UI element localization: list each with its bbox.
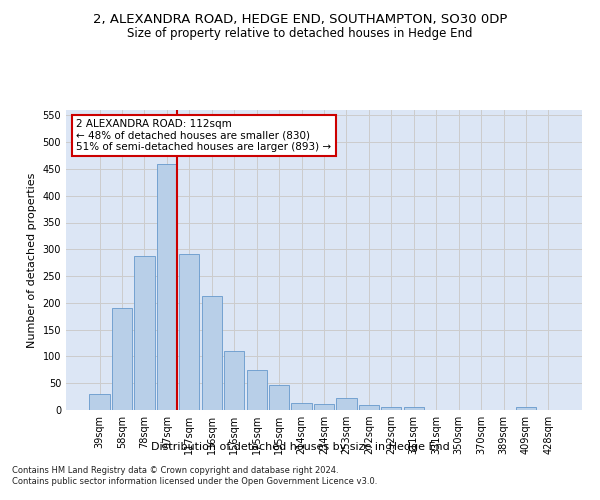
Text: 2, ALEXANDRA ROAD, HEDGE END, SOUTHAMPTON, SO30 0DP: 2, ALEXANDRA ROAD, HEDGE END, SOUTHAMPTO… <box>93 12 507 26</box>
Bar <box>337 398 356 410</box>
Bar <box>134 256 155 410</box>
Bar <box>179 254 199 410</box>
Bar <box>224 351 244 410</box>
Text: Contains HM Land Registry data © Crown copyright and database right 2024.: Contains HM Land Registry data © Crown c… <box>12 466 338 475</box>
Bar <box>247 370 267 410</box>
Text: 2 ALEXANDRA ROAD: 112sqm
← 48% of detached houses are smaller (830)
51% of semi-: 2 ALEXANDRA ROAD: 112sqm ← 48% of detach… <box>76 119 331 152</box>
Bar <box>157 164 177 410</box>
Bar <box>269 386 289 410</box>
Bar <box>359 404 379 410</box>
Y-axis label: Number of detached properties: Number of detached properties <box>27 172 37 348</box>
Bar <box>404 408 424 410</box>
Text: Contains public sector information licensed under the Open Government Licence v3: Contains public sector information licen… <box>12 478 377 486</box>
Bar <box>314 404 334 410</box>
Bar <box>381 408 401 410</box>
Text: Size of property relative to detached houses in Hedge End: Size of property relative to detached ho… <box>127 28 473 40</box>
Bar <box>292 403 311 410</box>
Text: Distribution of detached houses by size in Hedge End: Distribution of detached houses by size … <box>151 442 449 452</box>
Bar <box>112 308 132 410</box>
Bar <box>516 408 536 410</box>
Bar <box>89 394 110 410</box>
Bar <box>202 296 222 410</box>
